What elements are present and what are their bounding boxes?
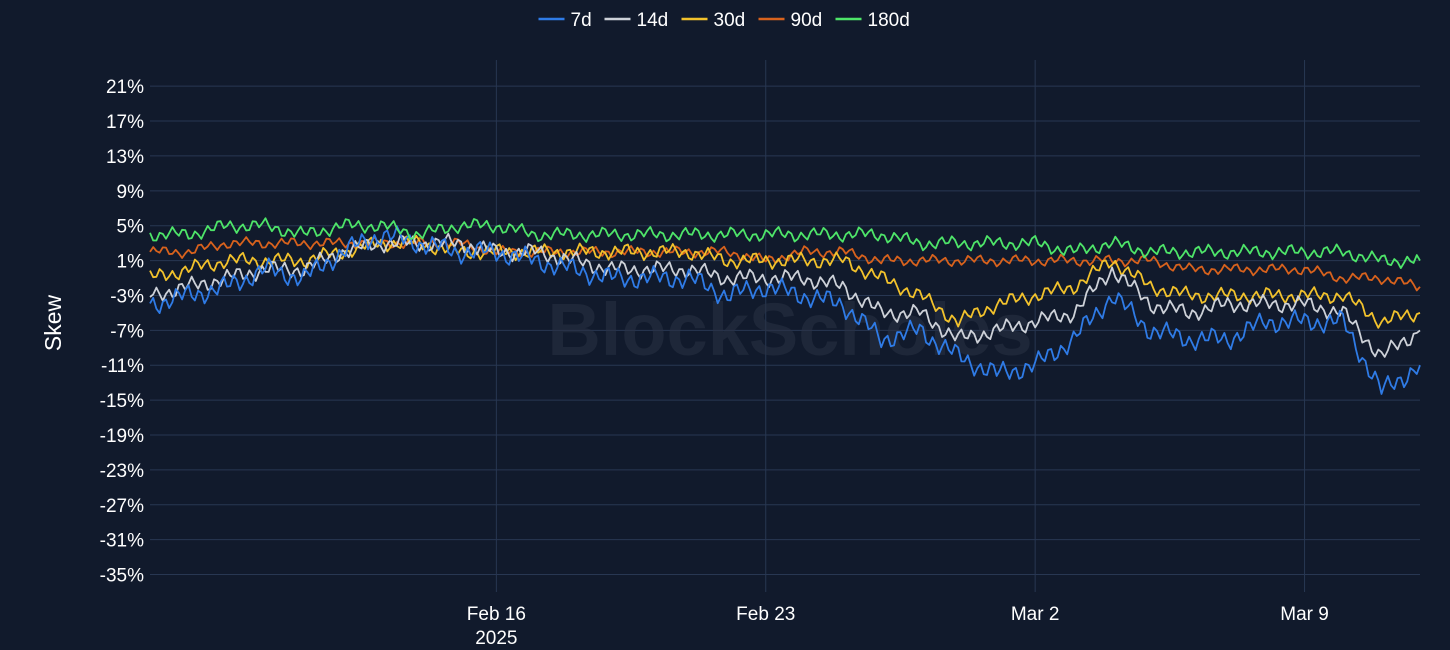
- x-tick-year-label: 2025: [475, 628, 517, 649]
- series-lines: [149, 217, 1421, 395]
- x-tick-label: Mar 9: [1280, 604, 1329, 625]
- y-axis-ticks: 21% 17% 13% 9% 5% 1% -3% -7% -11% -15% -19% -23% -27…: [100, 77, 144, 586]
- y-tick-label: 13%: [106, 147, 144, 168]
- x-tick-label: Feb 23: [736, 604, 795, 625]
- y-tick-label: -3%: [110, 286, 144, 307]
- y-tick-label: 17%: [106, 112, 144, 133]
- series-line-7d: [149, 225, 1421, 395]
- y-tick-label: -27%: [100, 496, 144, 517]
- legend-item-30d[interactable]: 30d: [681, 10, 746, 31]
- series-line-90d: [149, 236, 1421, 292]
- legend-label: 7d: [571, 10, 592, 31]
- y-tick-label: -15%: [100, 391, 144, 412]
- y-tick-label: -11%: [101, 356, 144, 377]
- y-tick-label: -35%: [100, 566, 144, 587]
- x-axis-ticks: Feb 16 2025 Feb 23 Mar 2 Mar 9: [467, 604, 1329, 649]
- watermark: BlockScholes: [547, 288, 1032, 371]
- legend-label: 180d: [868, 10, 910, 31]
- y-tick-label: -7%: [110, 321, 144, 342]
- series-line-180d: [149, 217, 1421, 270]
- y-tick-label: -23%: [100, 461, 144, 482]
- x-tick-label: Mar 2: [1011, 604, 1060, 625]
- legend-item-90d[interactable]: 90d: [758, 10, 823, 31]
- legend-item-7d[interactable]: 7d: [538, 10, 592, 31]
- series-line-14d: [149, 232, 1421, 358]
- y-axis-title: Skew: [40, 294, 66, 351]
- y-tick-label: 9%: [117, 182, 145, 203]
- y-tick-label: -31%: [100, 531, 144, 552]
- legend-item-180d[interactable]: 180d: [835, 10, 910, 31]
- y-tick-label: 21%: [106, 77, 144, 98]
- y-tick-label: 5%: [117, 217, 145, 238]
- x-tick-label: Feb 16: [467, 604, 526, 625]
- legend-label: 14d: [637, 10, 669, 31]
- y-tick-label: 1%: [117, 252, 145, 273]
- legend[interactable]: 7d 14d 30d 90d 180d: [538, 10, 910, 31]
- y-tick-label: -19%: [100, 426, 144, 447]
- legend-item-14d[interactable]: 14d: [604, 10, 669, 31]
- legend-label: 90d: [791, 10, 823, 31]
- series-line-30d: [149, 234, 1421, 329]
- legend-label: 30d: [714, 10, 746, 31]
